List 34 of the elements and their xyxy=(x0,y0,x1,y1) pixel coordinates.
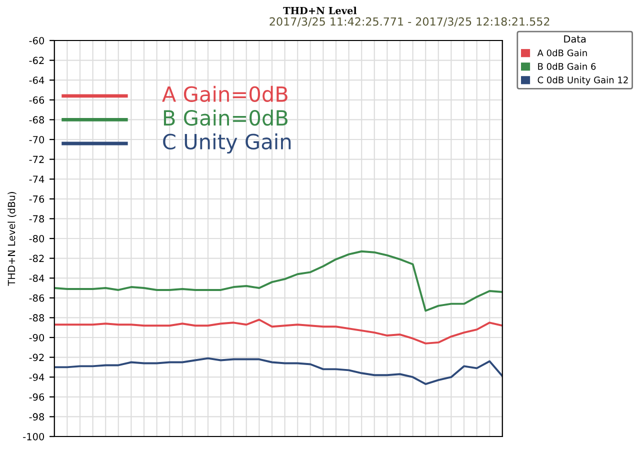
chart-title: THD+N Level xyxy=(283,6,357,14)
y-tick-label: -76 xyxy=(29,195,44,203)
y-tick-label: -96 xyxy=(29,393,44,401)
line-series xyxy=(54,357,502,386)
y-tick-label: -72 xyxy=(29,156,44,163)
y-tick-label: -84 xyxy=(29,274,44,282)
legend-label: C 0dB Unity Gain 12 xyxy=(538,76,628,86)
annotation: A Gain=0dB xyxy=(162,86,288,102)
y-tick-label: -68 xyxy=(29,116,44,124)
legend-title: Data xyxy=(564,35,586,43)
y-tick-label: -98 xyxy=(29,413,44,421)
line-series xyxy=(54,318,502,344)
y-tick-label: -90 xyxy=(29,334,44,342)
y-tick-label: -86 xyxy=(29,294,44,302)
y-tick-label: -64 xyxy=(29,76,44,84)
y-tick-label: -60 xyxy=(29,36,44,44)
y-axis-title: THD+N Level (dBu) xyxy=(8,192,16,286)
y-tick-label: -70 xyxy=(29,136,44,144)
annotation: B Gain=0dB xyxy=(164,110,288,126)
y-tick-label: -66 xyxy=(29,96,44,104)
y-tick-label: -88 xyxy=(29,314,44,322)
legend-label: A 0dB Gain xyxy=(537,49,587,56)
line-series xyxy=(54,250,502,312)
annotation: C Unity Gain xyxy=(163,133,291,154)
y-tick-label: -92 xyxy=(29,354,44,362)
y-tick-label: -78 xyxy=(29,215,44,223)
y-tick-label: -80 xyxy=(29,234,44,242)
y-tick-label: -82 xyxy=(29,254,44,262)
legend-label: B 0dB Gain 6 xyxy=(538,62,596,70)
y-tick-label: -94 xyxy=(29,374,44,381)
y-tick-label: -62 xyxy=(29,56,44,64)
chart-subtitle: 2017/3/25 11:42:25.771 - 2017/3/25 12:18:21.552 xyxy=(270,17,550,27)
y-tick-label: -100 xyxy=(23,432,44,440)
y-tick-label: -74 xyxy=(29,176,44,183)
